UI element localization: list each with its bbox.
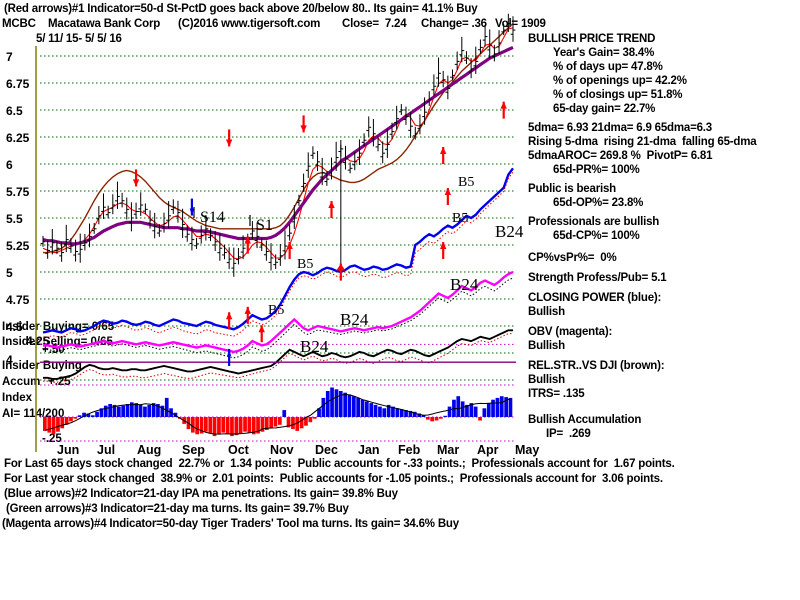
x-axis-label-feb: Feb [398,443,421,457]
obv-title: OBV (magenta): [528,326,613,338]
cp-vs-pr: CP%vsPr%= 0% [528,252,617,264]
footer-magenta-arrows: (Magenta arrows)#4 Indicator=50-day Tige… [2,518,459,530]
ai-title-line3: Index [2,392,33,404]
header-company-name: Macatawa Bank Corp [48,18,161,30]
x-axis-label-apr: Apr [477,443,499,457]
y-axis-label-55: 5.5 [6,212,23,226]
stat-closings-up: % of closings up= 51.8% [553,89,683,101]
header-close-value: Close= 7.24 [342,18,407,30]
y-axis-label-45: 4.5 [6,320,23,334]
y-axis-label-65: 6.5 [6,104,23,118]
chart-annotation-b24: B24 [340,310,369,329]
y-axis-label-4: 4 [6,353,13,367]
x-axis-label-jun: Jun [57,443,80,457]
header-ticker: MCBC [2,18,36,30]
moving-averages: 5dma= 6.93 21dma= 6.9 65dma=6.3 [528,122,712,134]
x-axis-label-jul: Jul [97,443,116,457]
stat-openings-up: % of openings up= 42.2% [553,75,687,87]
accumulation-title: Bullish Accumulation [528,414,642,426]
itrs-value: ITRS= .135 [528,388,585,400]
pr-percent: 65d-PR%= 100% [553,164,640,176]
x-axis-label-nov: Nov [270,443,294,457]
x-axis-label-aug: Aug [137,443,162,457]
chart-annotation-b5: B5 [452,211,468,226]
x-axis-label-mar: Mar [437,443,460,457]
ai-title-line2: Accum [2,376,41,388]
closing-power-value: Bullish [528,306,565,318]
y-axis-label-675: 6.75 [6,77,30,91]
y-axis-label-625: 6.25 [6,131,30,145]
chart-annotation-b24: B24 [300,337,329,356]
y-axis-label-7: 7 [6,50,13,64]
accumulation-ip: IP= .269 [546,428,591,440]
y-axis-label-6: 6 [6,158,13,172]
stat-65day-gain: 65-day gain= 22.7% [553,103,656,115]
professional-cp-percent: 65d-CP%= 100% [553,230,640,242]
y-axis-label-475: 4.75 [6,293,30,307]
obv-value: Bullish [528,340,565,352]
x-axis-label-sep: Sep [182,443,205,457]
strength-profess-pub: Strength Profess/Pub= 5.1 [528,272,667,284]
insider-selling-count: Insider Selling= 0/65 [2,336,113,348]
x-axis-label-dec: Dec [315,443,338,457]
chart-annotation-b5: B5 [458,175,474,190]
chart-annotation-b24: B24 [495,222,524,241]
chart-annotation-b5: B5 [268,303,284,318]
accum-axis-minus-25: -.25 [42,433,62,445]
x-axis-label-oct: Oct [228,443,249,457]
x-axis-label-may: May [515,443,540,457]
y-axis-label-575: 5.75 [6,185,30,199]
trend-title: BULLISH PRICE TREND [528,33,656,45]
public-op-percent: 65d-OP%= 23.8% [553,197,644,209]
ai-title-line1: Insider Buying [2,360,82,372]
moving-average-trends: Rising 5-dma rising 21-dma falling 65-dm… [528,136,757,148]
relstr-title: REL.STR..VS DJI (brown): [528,360,665,372]
y-axis-label-525: 5.25 [6,239,30,253]
footer-65day-summary: For Last 65 days stock changed 22.7% or … [4,458,675,470]
relstr-value: Bullish [528,374,565,386]
stat-days-up: % of days up= 47.8% [553,61,663,73]
header-date-range: 5/ 11/ 15- 5/ 5/ 16 [36,33,122,45]
professional-sentiment: Professionals are bullish [528,216,660,228]
chart-annotation-b24: B24 [450,275,479,294]
x-axis-label-jan: Jan [358,443,380,457]
aroc-pivot: 5dmaAROC= 269.8 % PivotP= 6.81 [528,150,713,162]
chart-annotation-b5: B5 [297,257,313,272]
header-indicator-line: (Red arrows)#1 Indicator=50-d St-PctD go… [4,3,478,15]
chart-annotation-s1: S1 [256,217,273,234]
chart-annotation-s14: S14 [200,209,225,226]
stat-years-gain: Year's Gain= 38.4% [553,47,655,59]
public-sentiment: Public is bearish [528,183,616,195]
footer-green-arrows: (Green arrows)#3 Indicator=21-day ma tur… [6,503,349,515]
header-change-value: Change= .36 [421,18,487,30]
header-volume-value: Vol= 1909 [495,18,546,30]
closing-power-title: CLOSING POWER (blue): [528,292,662,304]
header-copyright: (C)2016 www.tigersoft.com [178,18,321,30]
y-axis-label-5: 5 [6,266,13,280]
footer-blue-arrows: (Blue arrows)#2 Indicator=21-day IPA ma … [4,488,398,500]
footer-year-summary: For Last year stock changed 38.9% or 2.0… [4,473,663,485]
